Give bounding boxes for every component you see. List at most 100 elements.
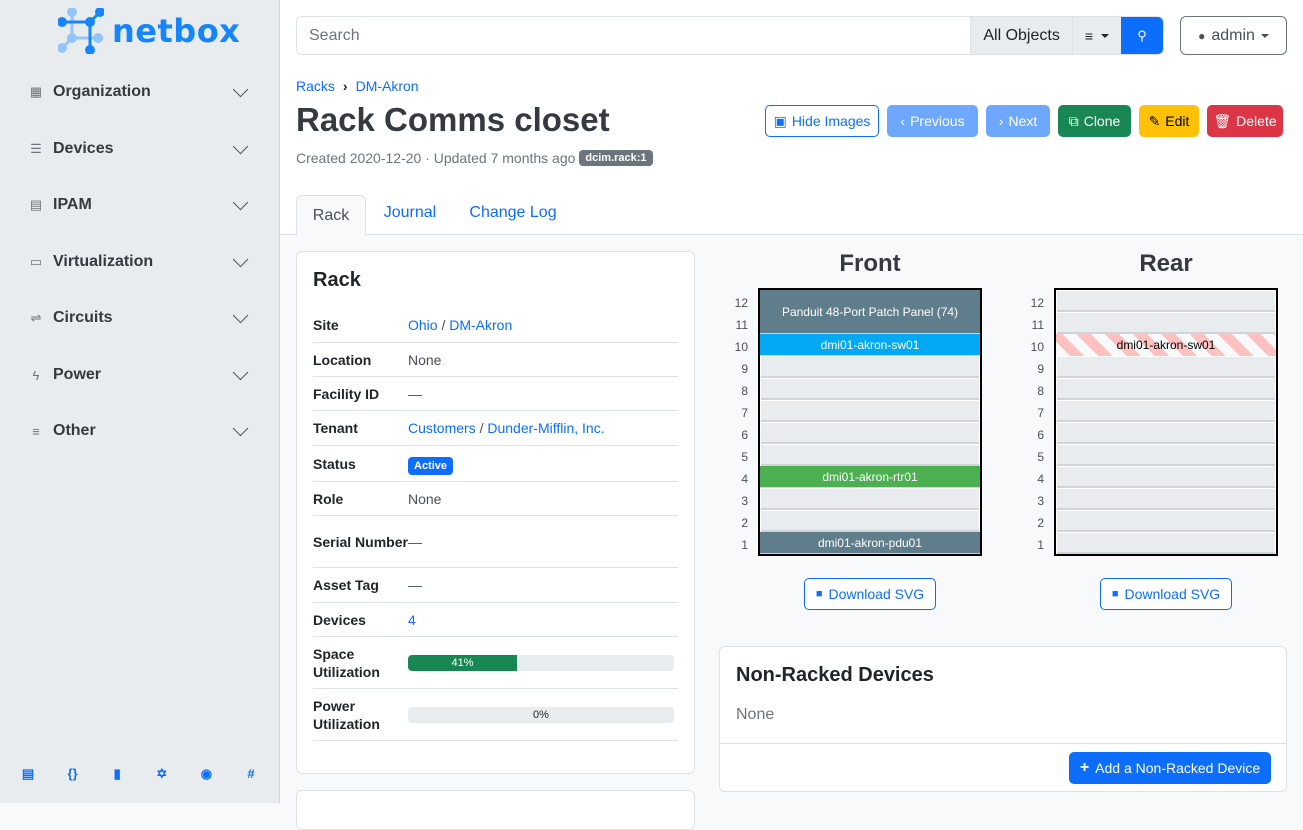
chevron-down-icon [232, 138, 249, 154]
user-menu-button[interactable]: ● admin [1180, 16, 1287, 55]
trash-icon: 🗑 [1213, 112, 1232, 129]
search-button[interactable]: ⚲ [1121, 17, 1163, 54]
domain-icon: ▦ [29, 84, 43, 99]
tab-journal[interactable]: Journal [370, 194, 450, 232]
label: Download SVG [1124, 586, 1221, 602]
breadcrumb: Racks › DM-Akron [296, 78, 419, 94]
docs-icon[interactable]: ▤ [21, 766, 35, 781]
sidebar-item-devices[interactable]: ☰ Devices [28, 134, 252, 164]
sidebar-item-label: Other [53, 422, 96, 439]
unit-number: 12 [1030, 296, 1044, 310]
sidebar-item-circuits[interactable]: ⇌ Circuits [28, 303, 252, 333]
unit-number: 9 [1037, 362, 1044, 376]
github-icon[interactable]: ◉ [200, 766, 213, 781]
add-non-racked-device-button[interactable]: + Add a Non-Racked Device [1069, 752, 1271, 784]
search-scope-select[interactable]: All Objects [970, 17, 1072, 54]
unit-number: 8 [741, 384, 748, 398]
sidebar-item-other[interactable]: ≡ Other [28, 416, 252, 446]
progress-text: 0% [533, 708, 549, 721]
rack-unit-slot[interactable] [761, 422, 979, 444]
api-icon[interactable]: {} [67, 766, 78, 781]
hide-images-button[interactable]: ▣ Hide Images [765, 105, 879, 137]
tenant-link[interactable]: Dunder-Mifflin, Inc. [487, 420, 605, 436]
rack-unit-slot[interactable] [761, 444, 979, 466]
region-link[interactable]: Ohio [408, 317, 438, 333]
chevron-right-icon: › [998, 113, 1004, 129]
monitor-icon: ▭ [29, 254, 43, 269]
logo-text: netbox [112, 12, 241, 50]
unit-number: 11 [735, 318, 748, 332]
non-racked-card: Non-Racked Devices None + Add a Non-Racke… [719, 646, 1287, 792]
delete-button[interactable]: 🗑 Delete [1207, 105, 1283, 137]
object-meta: Created 2020-12-20 · Updated 7 months ag… [296, 150, 653, 166]
unit-number: 6 [741, 428, 748, 442]
clone-button[interactable]: ⧉ Clone [1058, 105, 1131, 137]
rack-device[interactable]: dmi01-akron-sw01 [1056, 334, 1276, 356]
rack-unit-slot[interactable] [1057, 378, 1275, 400]
label: Change Log [469, 204, 557, 221]
rack-unit-slot[interactable] [761, 488, 979, 510]
rack-device[interactable]: dmi01-akron-pdu01 [760, 532, 980, 554]
rack-unit-slot[interactable] [1057, 510, 1275, 532]
graphql-icon[interactable]: ✡ [156, 766, 168, 781]
search-filter-button[interactable]: ≡ [1071, 17, 1121, 54]
sidebar-item-label: IPAM [53, 196, 92, 213]
breadcrumb-racks[interactable]: Racks [296, 78, 335, 94]
sidebar-item-organization[interactable]: ▦ Organization [28, 77, 252, 107]
rack-unit-slot[interactable] [1057, 532, 1275, 554]
sidebar-item-virtualization[interactable]: ▭ Virtualization [28, 247, 252, 277]
rack-unit-slot[interactable] [1057, 290, 1275, 312]
sidebar-item-ipam[interactable]: ▤ IPAM [28, 190, 252, 220]
tab-rack[interactable]: Rack [296, 195, 366, 236]
book-icon[interactable]: ▮ [113, 766, 121, 781]
rack-unit-slot[interactable] [1057, 400, 1275, 422]
tab-changelog[interactable]: Change Log [458, 194, 568, 232]
unit-number: 7 [1037, 406, 1044, 420]
rack-rear-elevation: dmi01-akron-sw01 [1054, 288, 1278, 556]
rack-device[interactable]: dmi01-akron-sw01 [760, 334, 980, 356]
label: Delete [1236, 113, 1277, 129]
page-title: Rack Comms closet [296, 101, 610, 138]
rack-device[interactable]: Panduit 48-Port Patch Panel (74) [760, 290, 980, 334]
non-racked-value: None [736, 706, 775, 723]
unit-number: 5 [1037, 450, 1044, 464]
rack-unit-slot[interactable] [1057, 444, 1275, 466]
rack-unit-slot[interactable] [1057, 466, 1275, 488]
power-utilization-bar: 0% [408, 706, 674, 723]
download-front-svg-button[interactable]: ■ Download SVG [804, 578, 936, 610]
rack-unit-slot[interactable] [761, 378, 979, 400]
field-label: Site [313, 317, 339, 333]
site-link[interactable]: DM-Akron [449, 317, 513, 333]
rack-unit-slot[interactable] [761, 356, 979, 378]
devices-link[interactable]: 4 [408, 611, 416, 628]
rack-unit-slot[interactable] [761, 400, 979, 422]
field-label: Role [313, 490, 344, 507]
server-icon: ☰ [30, 141, 42, 156]
edit-button[interactable]: ✎ Edit [1139, 105, 1199, 137]
search-input[interactable] [297, 17, 971, 54]
breadcrumb-site[interactable]: DM-Akron [355, 78, 419, 94]
rack-device[interactable]: dmi01-akron-rtr01 [760, 466, 980, 488]
breadcrumb-separator: › [342, 78, 348, 94]
transit-icon: ⇌ [30, 310, 42, 325]
rack-unit-slot[interactable] [1057, 488, 1275, 510]
field-label: Facility ID [313, 385, 380, 402]
download-rear-svg-button[interactable]: ■ Download SVG [1100, 578, 1232, 610]
unit-number: 11 [1031, 318, 1044, 332]
rack-unit-slot[interactable] [1057, 422, 1275, 444]
role-value: None [408, 490, 442, 507]
sidebar-item-power[interactable]: ϟ Power [28, 360, 252, 390]
rack-unit-slot[interactable] [761, 510, 979, 532]
netbox-logo[interactable]: netbox [58, 8, 240, 54]
slack-icon[interactable]: # [247, 766, 255, 781]
label: Rack [312, 207, 350, 224]
rack-unit-slot[interactable] [1057, 356, 1275, 378]
field-label: Location [313, 351, 372, 368]
account-icon: ● [1198, 28, 1206, 43]
previous-button[interactable]: ‹ Previous [887, 105, 978, 137]
tenant-group-link[interactable]: Customers [408, 420, 476, 436]
next-button[interactable]: › Next [986, 105, 1050, 137]
sidebar: netbox ▦ Organization ☰ Devices ▤ IPAM ▭ Virtua… [0, 0, 280, 803]
rack-unit-slot[interactable] [1057, 312, 1275, 334]
file-download-icon: ■ [815, 588, 823, 600]
